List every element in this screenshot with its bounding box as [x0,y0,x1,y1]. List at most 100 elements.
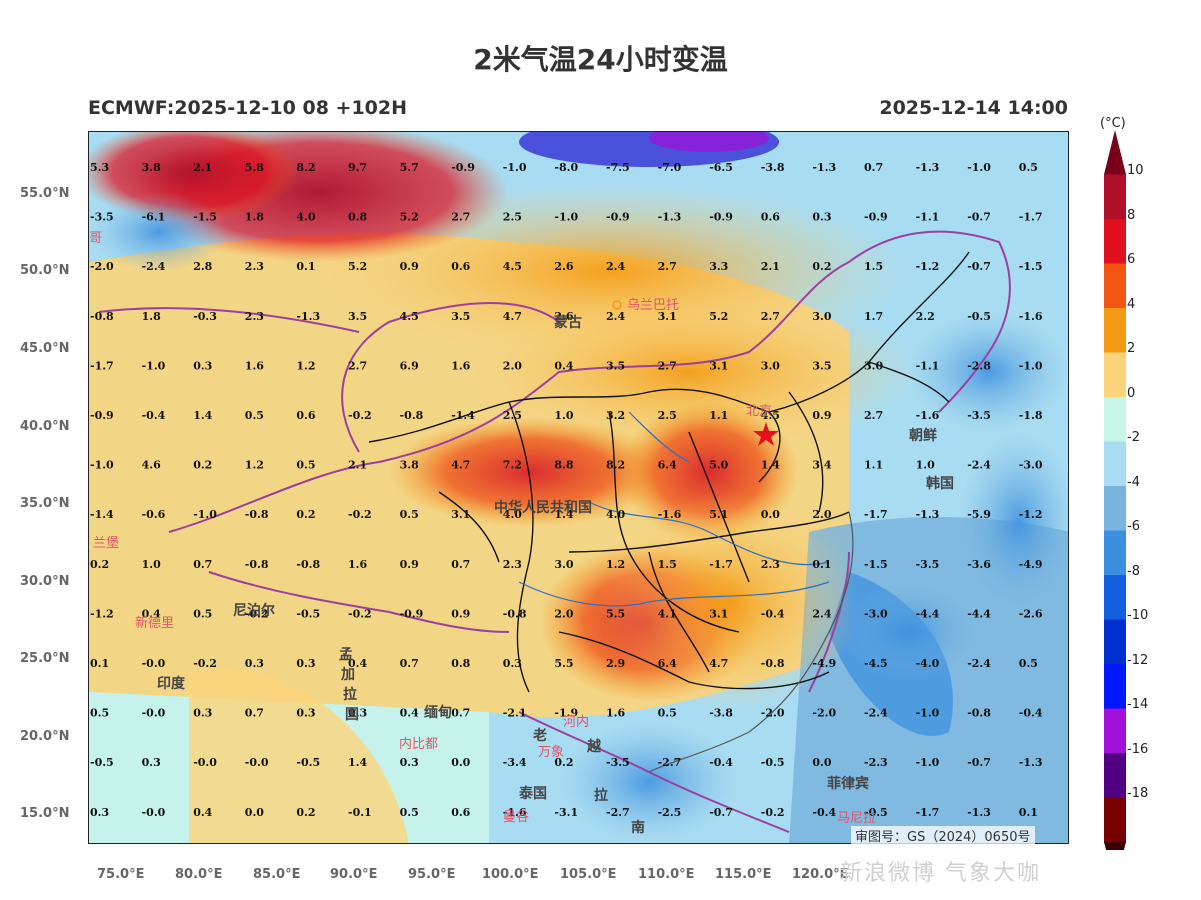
grid-value: 5.2 [709,310,728,323]
grid-value: 2.0 [503,359,522,372]
grid-value: -1.0 [90,459,114,472]
label-manila: 马尼拉 [837,811,876,826]
grid-value: -3.5 [90,211,114,224]
grid-value: 5.3 [90,161,109,174]
grid-value: -0.4 [812,806,836,819]
grid-value: 3.0 [812,310,831,323]
grid-value: 2.5 [503,211,522,224]
grid-value: 3.8 [400,459,419,472]
grid-value: -5.9 [967,508,991,521]
grid-value: 0.5 [90,707,109,720]
colorbar-segment [1104,352,1126,398]
lon-label: 105.0°E [560,867,617,882]
grid-value: -0.7 [967,756,991,769]
grid-value: 3.2 [606,409,625,422]
grid-value: 0.9 [451,607,470,620]
colorbar-segment [1104,664,1126,709]
grid-value: 0.7 [245,707,264,720]
grid-value: 4.7 [503,310,522,323]
grid-value: -2.6 [1019,607,1043,620]
grid-value: -1.4 [90,508,114,521]
grid-value: -1.7 [864,508,888,521]
grid-value: 0.3 [296,707,315,720]
grid-value: 1.2 [606,558,625,571]
lat-label: 30.0°N [20,574,70,589]
grid-value: 4.5 [761,409,780,422]
grid-value: 2.0 [812,508,831,521]
grid-value: 0.0 [451,756,470,769]
grid-value: -0.9 [90,409,114,422]
label-naypyidaw: 内比都 [399,736,438,752]
lat-label: 45.0°N [20,341,70,356]
label-myanmar: 缅甸 [424,704,452,721]
grid-value: 1.8 [245,211,264,224]
grid-value: 1.6 [348,558,367,571]
grid-value: -0.2 [348,508,372,521]
grid-value: -0.2 [193,657,217,670]
grid-value: 3.4 [812,459,831,472]
grid-value: 0.4 [554,359,573,372]
label-south-korea: 韩国 [926,475,954,492]
colorbar-label: -2 [1127,430,1140,445]
label-nepal: 尼泊尔 [233,602,275,619]
grid-value: -0.6 [142,508,166,521]
label-ulaanbaatar: 乌兰巴托 [627,297,679,313]
grid-value: -0.4 [142,409,166,422]
grid-value: 1.6 [245,359,264,372]
label-mongolia: 蒙古 [554,314,582,331]
grid-value: -3.5 [606,756,630,769]
colorbar-label: 6 [1127,252,1136,267]
colorbar-segment [1104,219,1126,264]
grid-value: 4.5 [400,310,419,323]
grid-value: 1.4 [348,756,367,769]
grid-value: -1.0 [142,359,166,372]
lat-label: 15.0°N [20,806,70,821]
grid-value: -0.8 [90,310,114,323]
grid-value: -4.5 [864,657,888,670]
grid-value: -2.8 [967,359,991,372]
watermark: 新浪微博 气象大咖 [840,861,1041,886]
grid-value: 3.1 [709,607,728,620]
grid-value: -2.4 [967,657,991,670]
lat-label: 40.0°N [20,419,70,434]
colorbar-segment [1104,530,1126,576]
chart-title: 2米气温24小时变温 [473,43,728,76]
grid-value: -3.5 [916,558,940,571]
grid-value: 0.5 [245,409,264,422]
grid-value: 0.4 [193,806,212,819]
grid-value: 2.4 [812,607,831,620]
ulaanbaatar-marker-icon [612,300,622,310]
valid-time-label: 2025-12-14 14:00 [879,97,1068,119]
grid-value: 0.1 [90,657,109,670]
colorbar-segment [1104,308,1126,353]
grid-value: 0.2 [296,508,315,521]
grid-value: 1.2 [245,459,264,472]
grid-value: -1.1 [916,359,940,372]
grid-value: -0.2 [348,607,372,620]
grid-value: 0.0 [812,756,831,769]
colorbar-segment [1104,753,1126,798]
lat-label: 50.0°N [20,263,70,278]
grid-value: -0.9 [709,211,733,224]
map-approval-number: 审图号：GS（2024）0650号 [851,826,1035,845]
grid-value: -1.3 [916,161,940,174]
label-vientiane: 万象 [538,745,564,760]
colorbar-bottom-arrow [1104,842,1126,850]
grid-value: 2.1 [761,260,780,273]
grid-value: 2.0 [554,607,573,620]
grid-value: 2.7 [348,359,367,372]
grid-value: 2.1 [193,161,212,174]
grid-value: 1.4 [761,459,780,472]
grid-value: 0.7 [451,707,470,720]
grid-value: -1.6 [1019,310,1043,323]
grid-value: -1.7 [90,359,114,372]
grid-value: 0.1 [812,558,831,571]
grid-value: -0.4 [761,607,785,620]
grid-value: 4.6 [142,459,161,472]
grid-value: -1.3 [296,310,320,323]
grid-value: 0.3 [193,707,212,720]
grid-value: 0.6 [451,260,470,273]
lon-label: 90.0°E [330,867,378,882]
grid-value: -6.5 [709,161,733,174]
grid-value: 0.0 [245,806,264,819]
